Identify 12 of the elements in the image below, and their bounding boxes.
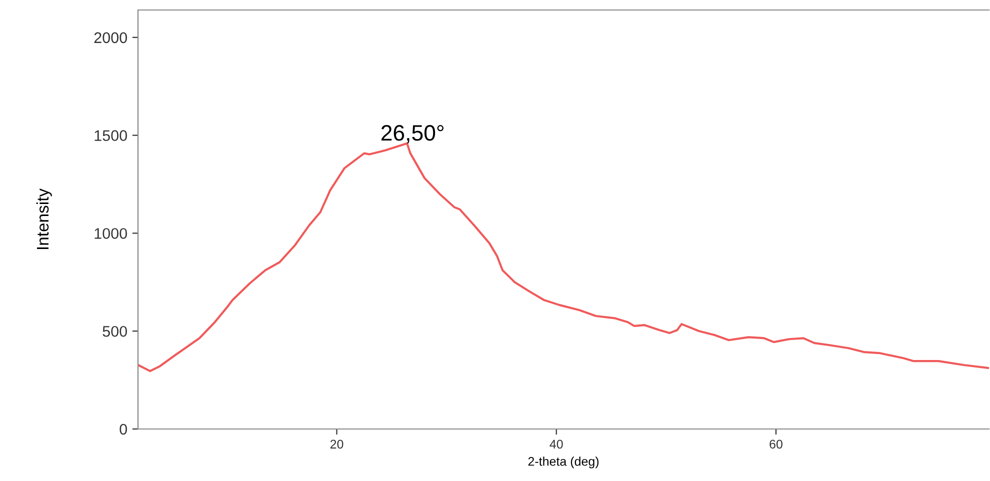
x-tick-label: 60 [770,440,782,449]
x-axis-title: 2-theta (deg) [528,456,599,468]
y-tick-label: 2000 [94,32,127,44]
y-tick-label: 500 [102,326,127,337]
line-series [138,142,990,372]
x-tick-label: 40 [550,440,563,449]
y-tick-label: 1000 [94,228,127,239]
annotation: 26,50° [381,125,444,144]
y-axis-title: Intensity [36,188,52,249]
y-tick-label: 0 [120,424,127,435]
y-tick-label: 1500 [94,130,127,141]
x-tick-label: 20 [330,440,344,449]
